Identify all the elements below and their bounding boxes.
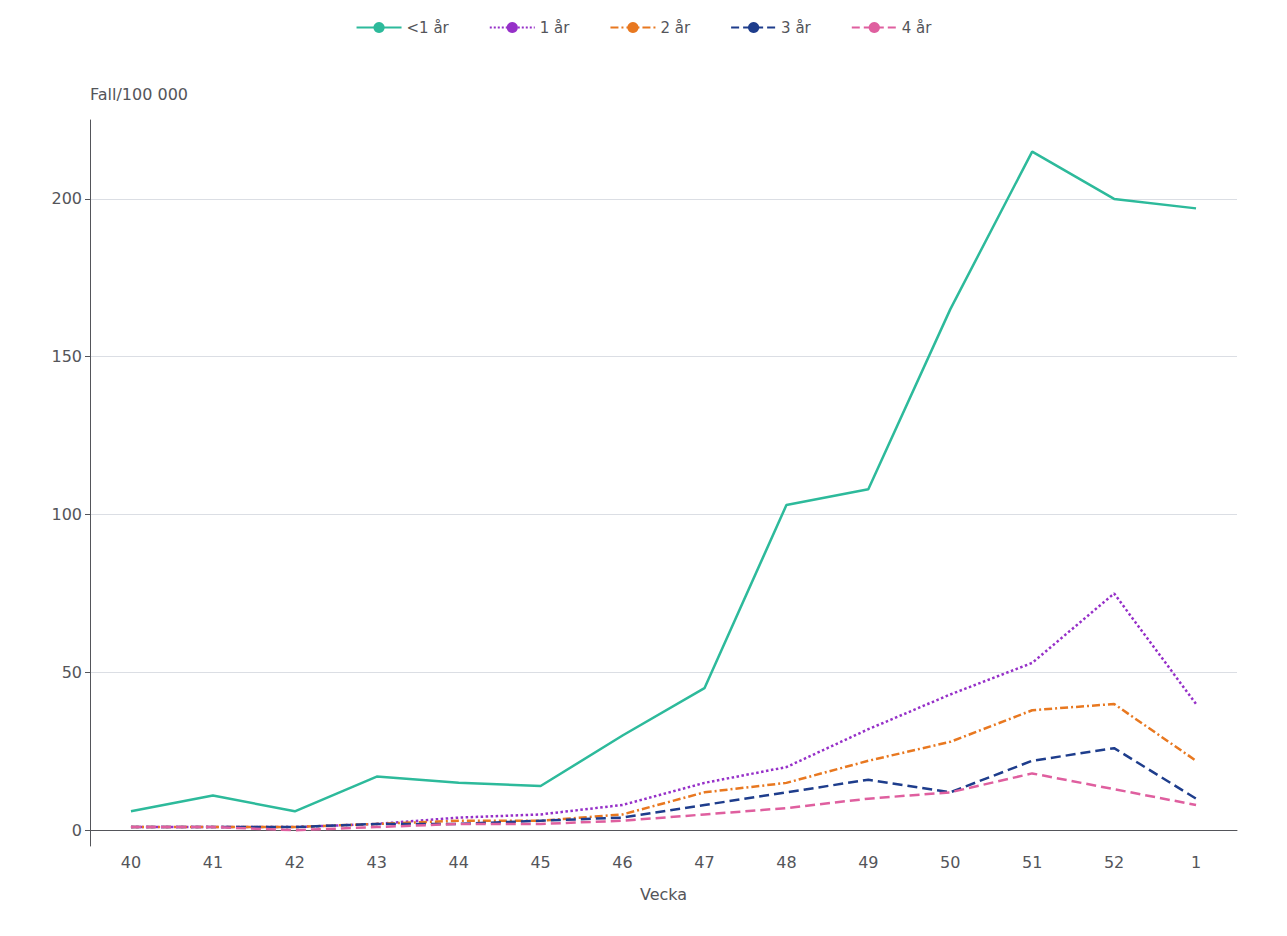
- svg-text:51: 51: [1022, 853, 1042, 872]
- svg-text:48: 48: [776, 853, 796, 872]
- svg-text:Fall/100 000: Fall/100 000: [90, 85, 188, 104]
- svg-text:47: 47: [694, 853, 714, 872]
- svg-text:50: 50: [940, 853, 960, 872]
- svg-text:43: 43: [367, 853, 387, 872]
- svg-text:49: 49: [858, 853, 878, 872]
- svg-text:45: 45: [530, 853, 550, 872]
- svg-text:44: 44: [448, 853, 468, 872]
- svg-text:46: 46: [612, 853, 632, 872]
- svg-text:100: 100: [51, 505, 82, 524]
- svg-text:1 år: 1 år: [540, 19, 571, 37]
- svg-text:200: 200: [51, 189, 82, 208]
- svg-text:150: 150: [51, 347, 82, 366]
- svg-text:41: 41: [203, 853, 223, 872]
- svg-text:0: 0: [72, 821, 82, 840]
- svg-text:42: 42: [285, 853, 305, 872]
- svg-text:2 år: 2 år: [660, 19, 691, 37]
- svg-text:40: 40: [121, 853, 141, 872]
- svg-text:1: 1: [1191, 853, 1201, 872]
- svg-text:52: 52: [1104, 853, 1124, 872]
- svg-text:3 år: 3 år: [781, 19, 812, 37]
- svg-text:Vecka: Vecka: [640, 885, 687, 904]
- svg-text:4 år: 4 år: [902, 19, 933, 37]
- svg-text:<1 år: <1 år: [407, 19, 450, 37]
- svg-text:50: 50: [62, 663, 82, 682]
